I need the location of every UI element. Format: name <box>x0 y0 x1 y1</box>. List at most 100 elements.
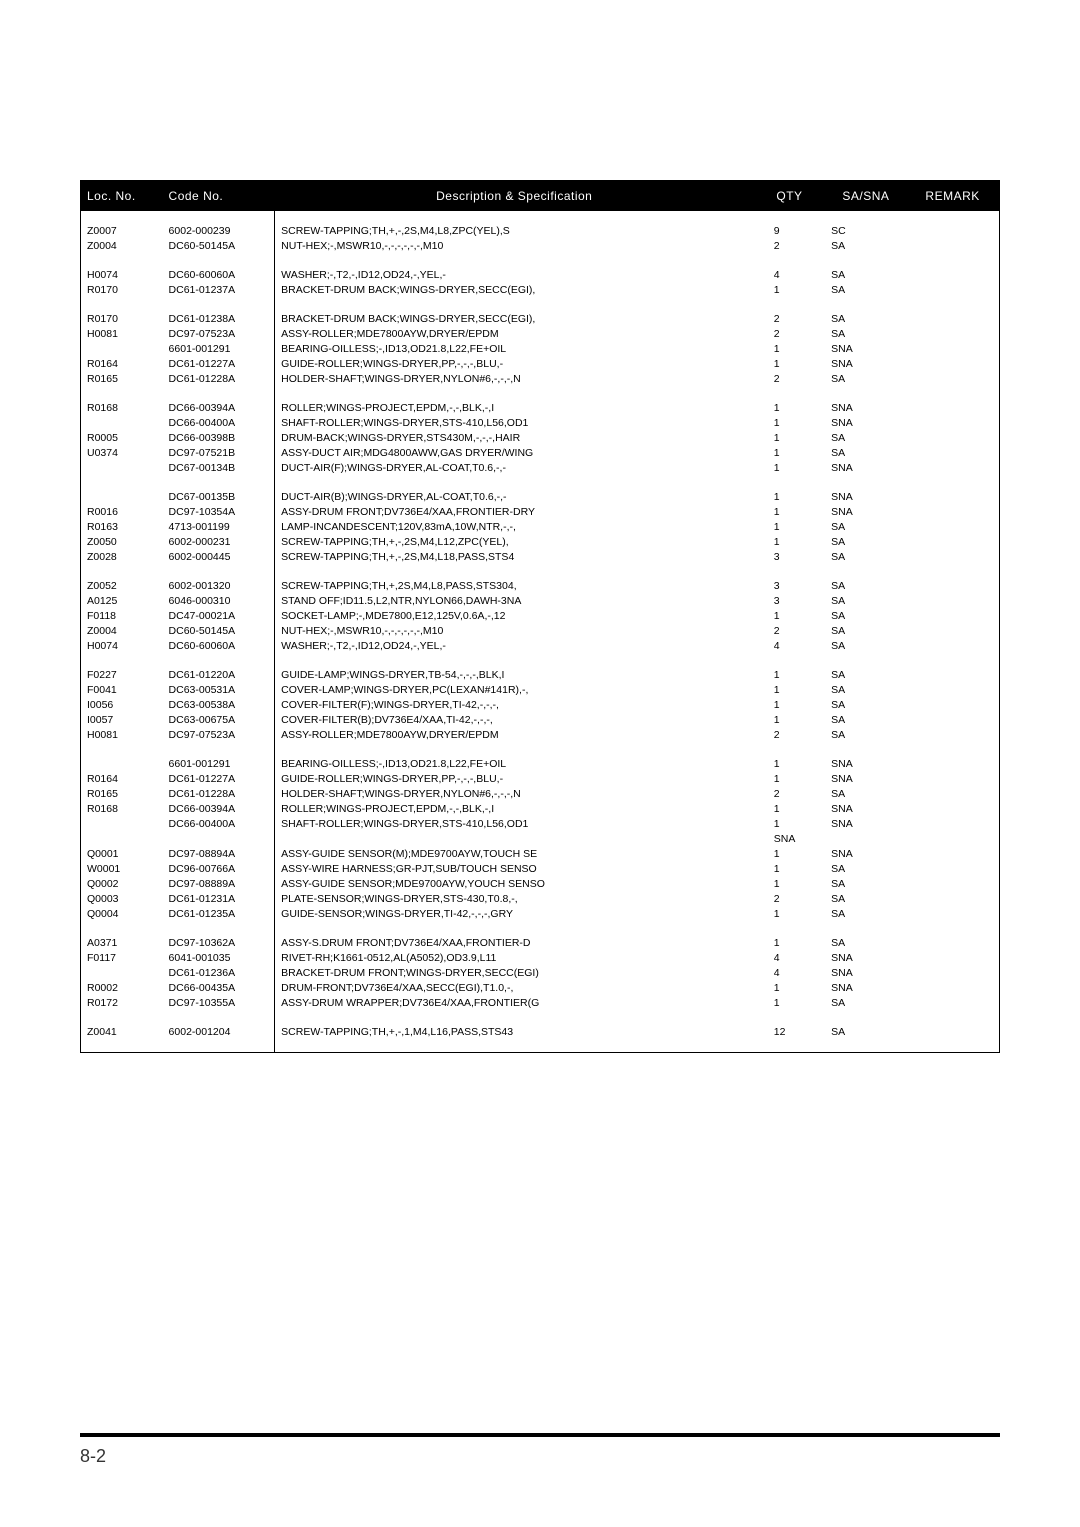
cell-qty: 1 <box>754 757 825 772</box>
cell-loc: R0172 <box>81 996 163 1011</box>
table-row: R0168DC66-00394AROLLER;WINGS-PROJECT,EPD… <box>81 802 999 817</box>
cell-sasna: SNA <box>825 416 907 431</box>
cell-sasna: SA <box>825 698 907 713</box>
cell-remark <box>907 817 999 832</box>
spacer-row <box>81 654 999 668</box>
cell-remark <box>907 609 999 624</box>
table-row: R0170DC61-01238ABRACKET-DRUM BACK;WINGS-… <box>81 312 999 327</box>
cell-code: DC61-01235A <box>163 907 275 922</box>
table-row: R0005DC66-00398BDRUM-BACK;WINGS-DRYER,ST… <box>81 431 999 446</box>
cell-remark <box>907 505 999 520</box>
cell-loc: F0227 <box>81 668 163 683</box>
cell-desc: ROLLER;WINGS-PROJECT,EPDM,-,-,BLK,-,I <box>275 802 754 817</box>
header-desc: Description & Specification <box>275 181 754 211</box>
cell-sasna: SNA <box>825 966 907 981</box>
cell-loc: R0164 <box>81 772 163 787</box>
cell-remark <box>907 490 999 505</box>
cell-remark <box>907 624 999 639</box>
cell-code: DC60-60060A <box>163 639 275 654</box>
footer-divider <box>80 1433 1000 1437</box>
cell-loc: Q0001 <box>81 847 163 862</box>
table-row: R0164DC61-01227AGUIDE-ROLLER;WINGS-DRYER… <box>81 772 999 787</box>
cell-qty: 1 <box>754 847 825 862</box>
cell-qty: 1 <box>754 283 825 298</box>
cell-remark <box>907 416 999 431</box>
table-row: Q0002DC97-08889AASSY-GUIDE SENSOR;MDE970… <box>81 877 999 892</box>
cell-sasna: SNA <box>825 505 907 520</box>
table-row: A01256046-000310STAND OFF;ID11.5,L2,NTR,… <box>81 594 999 609</box>
cell-remark <box>907 892 999 907</box>
cell-code: DC97-10355A <box>163 996 275 1011</box>
cell-loc <box>81 490 163 505</box>
table-row: R0002DC66-00435ADRUM-FRONT;DV736E4/XAA,S… <box>81 981 999 996</box>
cell-loc <box>81 416 163 431</box>
cell-sasna <box>825 832 907 847</box>
cell-remark <box>907 639 999 654</box>
table-row: A0371DC97-10362AASSY-S.DRUM FRONT;DV736E… <box>81 936 999 951</box>
cell-code: 6002-000231 <box>163 535 275 550</box>
cell-loc: U0374 <box>81 446 163 461</box>
cell-remark <box>907 327 999 342</box>
cell-loc: Q0003 <box>81 892 163 907</box>
table-row: Z00076002-000239SCREW-TAPPING;TH,+,-,2S,… <box>81 211 999 239</box>
cell-desc: ASSY-ROLLER;MDE7800AYW,DRYER/EPDM <box>275 327 754 342</box>
cell-qty: 2 <box>754 787 825 802</box>
cell-desc: HOLDER-SHAFT;WINGS-DRYER,NYLON#6,-,-,-,N <box>275 372 754 387</box>
cell-qty: SNA <box>754 832 825 847</box>
cell-code: DC66-00394A <box>163 401 275 416</box>
cell-code: 6002-001320 <box>163 579 275 594</box>
cell-remark <box>907 832 999 847</box>
cell-loc: R0164 <box>81 357 163 372</box>
cell-remark <box>907 461 999 476</box>
cell-desc: BRACKET-DRUM BACK;WINGS-DRYER,SECC(EGI), <box>275 312 754 327</box>
table-row: W0001DC96-00766AASSY-WIRE HARNESS;GR-PJT… <box>81 862 999 877</box>
cell-remark <box>907 877 999 892</box>
cell-code: DC61-01237A <box>163 283 275 298</box>
cell-qty: 2 <box>754 624 825 639</box>
cell-desc: ROLLER;WINGS-PROJECT,EPDM,-,-,BLK,-,I <box>275 401 754 416</box>
table-row: H0081DC97-07523AASSY-ROLLER;MDE7800AYW,D… <box>81 728 999 743</box>
cell-loc: F0117 <box>81 951 163 966</box>
cell-sasna: SNA <box>825 802 907 817</box>
cell-sasna: SA <box>825 996 907 1011</box>
cell-desc: ASSY-DRUM WRAPPER;DV736E4/XAA,FRONTIER(G <box>275 996 754 1011</box>
cell-desc: HOLDER-SHAFT;WINGS-DRYER,NYLON#6,-,-,-,N <box>275 787 754 802</box>
cell-remark <box>907 907 999 922</box>
cell-desc: SCREW-TAPPING;TH,+,-,2S,M4,L8,ZPC(YEL),S <box>275 211 754 239</box>
cell-code: DC97-08894A <box>163 847 275 862</box>
cell-loc: R0005 <box>81 431 163 446</box>
cell-qty: 1 <box>754 683 825 698</box>
cell-qty: 1 <box>754 817 825 832</box>
cell-qty: 1 <box>754 907 825 922</box>
cell-remark <box>907 996 999 1011</box>
cell-sasna: SNA <box>825 981 907 996</box>
cell-loc <box>81 461 163 476</box>
cell-desc: ASSY-DRUM FRONT;DV736E4/XAA,FRONTIER-DRY <box>275 505 754 520</box>
cell-sasna: SA <box>825 639 907 654</box>
cell-desc: RIVET-RH;K1661-0512,AL(A5052),OD3.9,L11 <box>275 951 754 966</box>
cell-code: DC61-01220A <box>163 668 275 683</box>
cell-remark <box>907 520 999 535</box>
spacer-row <box>81 922 999 936</box>
table-row: F0227DC61-01220AGUIDE-LAMP;WINGS-DRYER,T… <box>81 668 999 683</box>
cell-qty: 1 <box>754 936 825 951</box>
cell-code: DC97-10362A <box>163 936 275 951</box>
table-row: H0074DC60-60060AWASHER;-,T2,-,ID12,OD24,… <box>81 639 999 654</box>
cell-qty: 1 <box>754 981 825 996</box>
cell-code: 6002-001204 <box>163 1025 275 1053</box>
cell-desc: COVER-FILTER(B);DV736E4/XAA,TI-42,-,-,-, <box>275 713 754 728</box>
cell-loc <box>81 817 163 832</box>
cell-remark <box>907 401 999 416</box>
cell-sasna: SA <box>825 713 907 728</box>
cell-qty: 1 <box>754 446 825 461</box>
cell-qty: 4 <box>754 639 825 654</box>
table-row: Q0003DC61-01231APLATE-SENSOR;WINGS-DRYER… <box>81 892 999 907</box>
cell-code: DC61-01231A <box>163 892 275 907</box>
cell-remark <box>907 431 999 446</box>
cell-qty: 3 <box>754 579 825 594</box>
cell-code: DC97-10354A <box>163 505 275 520</box>
cell-desc: BRACKET-DRUM FRONT;WINGS-DRYER,SECC(EGI) <box>275 966 754 981</box>
cell-desc: ASSY-WIRE HARNESS;GR-PJT,SUB/TOUCH SENSO <box>275 862 754 877</box>
cell-remark <box>907 579 999 594</box>
cell-desc: GUIDE-LAMP;WINGS-DRYER,TB-54,-,-,-,BLK,I <box>275 668 754 683</box>
